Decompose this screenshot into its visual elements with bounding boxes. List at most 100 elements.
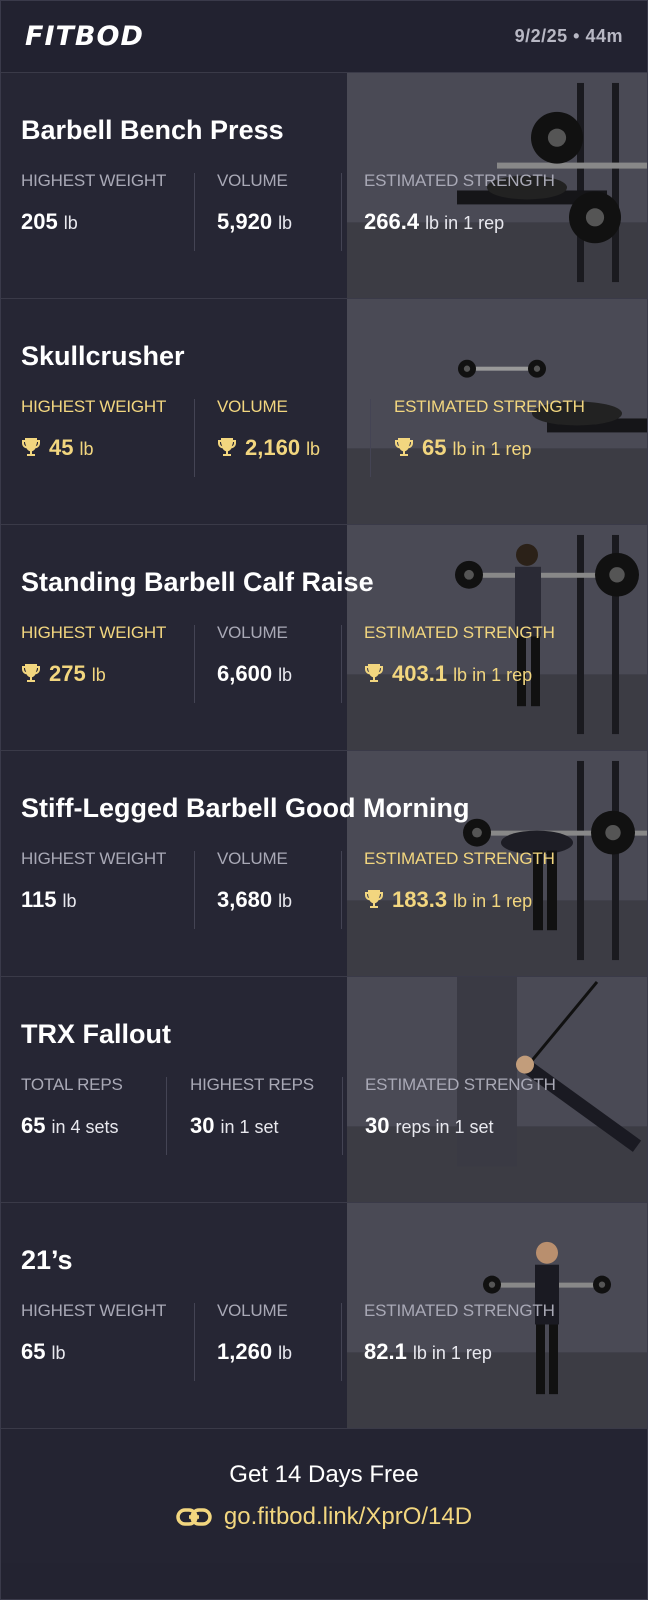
stat-block: HIGHEST REPS 30 in 1 set <box>190 1075 314 1157</box>
stat-block: ESTIMATED STRENGTH 65 lb in 1 rep <box>394 397 585 479</box>
stat-number: 5,920 <box>217 209 273 234</box>
stat-value: 65 lb in 1 rep <box>394 435 532 461</box>
stat-number: 183.3 <box>392 887 448 912</box>
stat-block: ESTIMATED STRENGTH 183.3 lb in 1 rep <box>364 849 555 931</box>
link-icon <box>176 1508 212 1526</box>
stat-label: VOLUME <box>217 623 288 642</box>
stat-number: 1,260 <box>217 1339 273 1364</box>
stat-divider <box>194 173 195 251</box>
stat-unit: lb in 1 rep <box>425 213 505 233</box>
stat-value: 65 lb <box>21 1339 66 1365</box>
stat-label: ESTIMATED STRENGTH <box>364 171 555 190</box>
stat-divider <box>342 1077 343 1155</box>
stat-number: 275 <box>49 661 86 686</box>
stat-number: 6,600 <box>217 661 273 686</box>
fitbod-logo[interactable]: FITBOD <box>25 21 144 52</box>
stat-value: 30 reps in 1 set <box>365 1113 494 1139</box>
stat-label: VOLUME <box>217 171 288 190</box>
stat-unit: lb in 1 rep <box>452 439 532 459</box>
stat-unit: lb in 1 rep <box>453 665 533 685</box>
stat-value: 115 lb <box>21 887 77 913</box>
stat-unit: lb <box>62 891 77 911</box>
trophy-icon <box>22 438 40 456</box>
exercise-photo <box>347 299 647 524</box>
stat-unit: lb <box>278 665 293 685</box>
stat-divider <box>194 1303 195 1381</box>
stat-number: 2,160 <box>245 435 301 460</box>
stat-divider <box>341 173 342 251</box>
stat-unit: lb <box>306 439 321 459</box>
stat-label: HIGHEST WEIGHT <box>21 849 167 868</box>
stat-label: ESTIMATED STRENGTH <box>364 623 555 642</box>
stat-divider <box>341 625 342 703</box>
stat-block: VOLUME 5,920 lb <box>217 171 292 253</box>
stat-unit: lb <box>63 213 78 233</box>
stat-label: VOLUME <box>217 849 288 868</box>
exercise-stats: HIGHEST WEIGHT 65 lb VOLUME 1,260 lb ESTIMATED… <box>1 1301 647 1383</box>
exercise-card[interactable]: Standing Barbell Calf Raise HIGHEST WEIGH… <box>1 525 647 751</box>
stat-block: TOTAL REPS 65 in 4 sets <box>21 1075 123 1157</box>
stat-value: 266.4 lb in 1 rep <box>364 209 504 235</box>
stat-number: 205 <box>21 209 58 234</box>
stat-block: VOLUME 3,680 lb <box>217 849 292 931</box>
promo-link-text: go.fitbod.link/XprO/14D <box>223 1503 473 1530</box>
exercise-list: Barbell Bench Press HIGHEST WEIGHT 205 lb VO… <box>1 73 647 1429</box>
exercise-title: Standing Barbell Calf Raise <box>21 567 374 597</box>
stat-number: 82.1 <box>364 1339 407 1364</box>
stat-unit: lb <box>79 439 94 459</box>
stat-block: HIGHEST WEIGHT 115 lb <box>21 849 166 931</box>
stat-block: ESTIMATED STRENGTH 82.1 lb in 1 rep <box>364 1301 555 1383</box>
stat-value: 45 lb <box>21 435 94 461</box>
stat-unit: lb <box>278 213 293 233</box>
stat-value: 183.3 lb in 1 rep <box>364 887 532 913</box>
exercise-stats: TOTAL REPS 65 in 4 sets HIGHEST REPS 30 in 1 … <box>1 1075 647 1157</box>
exercise-card[interactable]: TRX Fallout TOTAL REPS 65 in 4 sets HIGHEST … <box>1 977 647 1203</box>
stat-unit: lb in 1 rep <box>412 1343 492 1363</box>
stat-unit: reps in 1 set <box>395 1117 494 1137</box>
stat-value: 82.1 lb in 1 rep <box>364 1339 492 1365</box>
exercise-photo <box>347 977 647 1202</box>
stat-label: VOLUME <box>217 1301 288 1320</box>
exercise-card[interactable]: Barbell Bench Press HIGHEST WEIGHT 205 lb VO… <box>1 73 647 299</box>
stat-divider <box>194 851 195 929</box>
stat-divider <box>370 399 371 477</box>
exercise-stats: HIGHEST WEIGHT 275 lb VOLUME 6,600 lb ESTIMATE… <box>1 623 647 705</box>
stat-value: 3,680 lb <box>217 887 292 913</box>
exercise-stats: HIGHEST WEIGHT 205 lb VOLUME 5,920 lb ESTIMATE… <box>1 171 647 253</box>
stat-label: HIGHEST WEIGHT <box>21 1301 167 1320</box>
exercise-card[interactable]: Skullcrusher HIGHEST WEIGHT 45 lb VOLUME 2,16… <box>1 299 647 525</box>
exercise-card[interactable]: 21’s HIGHEST WEIGHT 65 lb VOLUME 1,260 lb ESTIM… <box>1 1203 647 1429</box>
stat-number: 3,680 <box>217 887 273 912</box>
stat-divider <box>341 1303 342 1381</box>
exercise-title: Skullcrusher <box>21 341 185 371</box>
exercise-card[interactable]: Stiff-Legged Barbell Good Morning HIGHEST… <box>1 751 647 977</box>
stat-number: 30 <box>365 1113 390 1138</box>
trophy-icon <box>365 664 383 682</box>
stat-block: ESTIMATED STRENGTH 30 reps in 1 set <box>365 1075 556 1157</box>
stat-label: HIGHEST REPS <box>190 1075 314 1094</box>
stat-label: VOLUME <box>217 397 288 416</box>
stat-value: 30 in 1 set <box>190 1113 279 1139</box>
stat-divider <box>194 399 195 477</box>
exercise-title: 21’s <box>21 1245 73 1275</box>
stat-unit: in 4 sets <box>51 1117 119 1137</box>
stat-value: 403.1 lb in 1 rep <box>364 661 532 687</box>
promo-link[interactable]: go.fitbod.link/XprO/14D <box>176 1503 472 1531</box>
stat-value: 205 lb <box>21 209 78 235</box>
stat-unit: lb in 1 rep <box>453 891 533 911</box>
stat-number: 45 <box>49 435 74 460</box>
stat-label: ESTIMATED STRENGTH <box>394 397 585 416</box>
workout-date-duration: 9/2/25 • 44m <box>514 26 623 46</box>
exercise-photo <box>347 525 647 750</box>
stat-block: VOLUME 1,260 lb <box>217 1301 292 1383</box>
exercise-title: Stiff-Legged Barbell Good Morning <box>21 793 470 823</box>
stat-block: HIGHEST WEIGHT 205 lb <box>21 171 166 253</box>
stat-label: HIGHEST WEIGHT <box>21 623 167 642</box>
exercise-photo <box>347 1203 647 1428</box>
stat-unit: in 1 set <box>220 1117 279 1137</box>
stat-block: HIGHEST WEIGHT 65 lb <box>21 1301 166 1383</box>
exercise-stats: HIGHEST WEIGHT 115 lb VOLUME 3,680 lb ESTIMATE… <box>1 849 647 931</box>
stat-number: 65 <box>21 1339 46 1364</box>
stat-divider <box>341 851 342 929</box>
